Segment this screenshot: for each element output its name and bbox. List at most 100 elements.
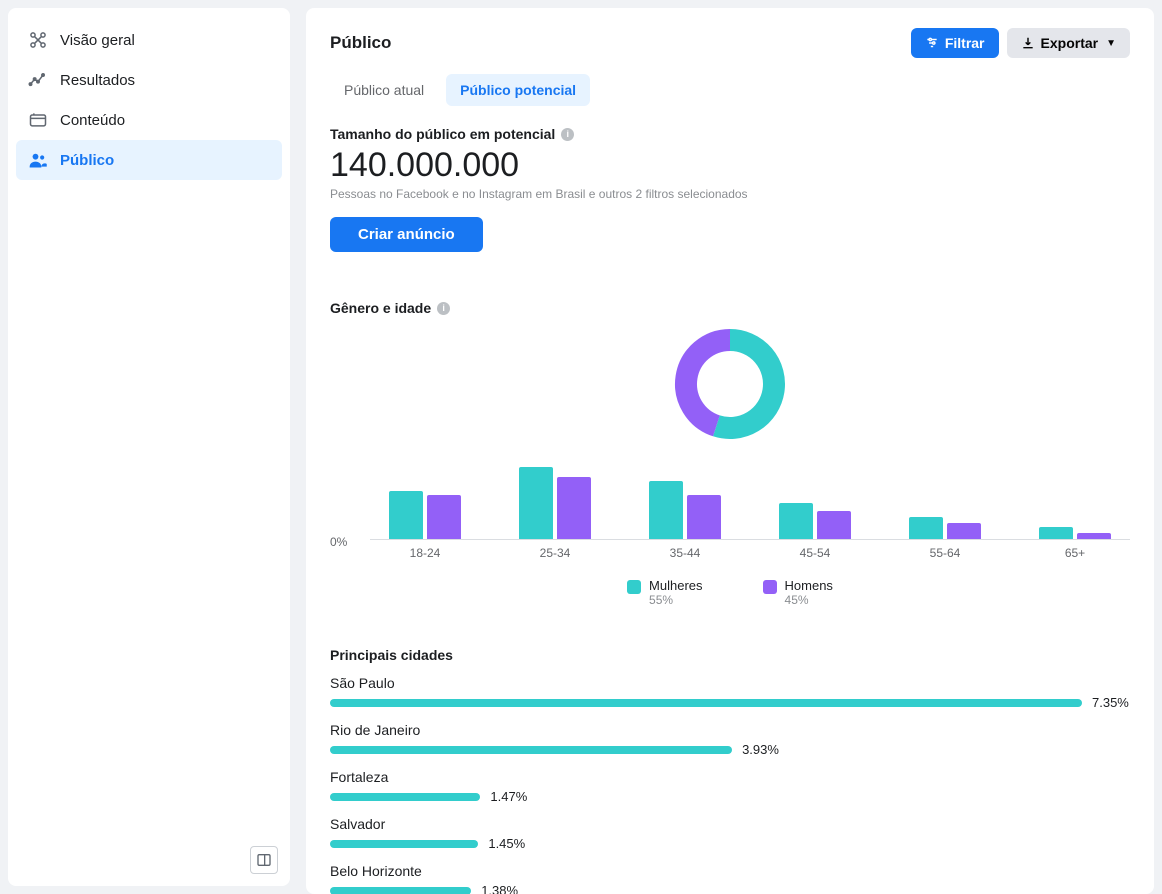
bar-group	[1030, 527, 1120, 539]
bar-group	[380, 491, 470, 539]
download-icon	[1021, 36, 1035, 50]
bar-category-label: 65+	[1030, 546, 1120, 560]
sidebar-item-results[interactable]: Resultados	[16, 60, 282, 100]
tab-0[interactable]: Público atual	[330, 74, 438, 106]
bar	[427, 495, 461, 539]
bar	[779, 503, 813, 539]
bar	[1077, 533, 1111, 539]
filter-button[interactable]: Filtrar	[911, 28, 999, 58]
gender-age-heading-text: Gênero e idade	[330, 300, 431, 316]
sidebar-item-content[interactable]: Conteúdo	[16, 100, 282, 140]
legend-swatch	[763, 580, 777, 594]
city-pct: 3.93%	[742, 742, 779, 757]
bar	[687, 495, 721, 539]
info-icon[interactable]: i	[437, 302, 450, 315]
sidebar: Visão geral Resultados Conteúdo Público	[8, 8, 290, 886]
potential-heading: Tamanho do público em potencial i	[330, 126, 1130, 142]
city-pct: 1.45%	[488, 836, 525, 851]
city-bar	[330, 887, 471, 894]
bar-category-label: 35-44	[640, 546, 730, 560]
export-button-label: Exportar	[1041, 35, 1099, 51]
export-button[interactable]: Exportar ▼	[1007, 28, 1130, 58]
cities-section: Principais cidades São Paulo 7.35% Rio d…	[330, 647, 1130, 894]
sidebar-item-label: Conteúdo	[60, 112, 125, 129]
potential-subtitle: Pessoas no Facebook e no Instagram em Br…	[330, 187, 1130, 201]
city-name: São Paulo	[330, 675, 1130, 691]
city-pct: 7.35%	[1092, 695, 1129, 710]
bar-group	[770, 503, 860, 539]
sidebar-item-label: Público	[60, 152, 114, 169]
city-row: São Paulo 7.35%	[330, 675, 1130, 710]
legend-sub: 45%	[785, 593, 833, 607]
potential-value: 140.000.000	[330, 146, 1130, 185]
city-name: Salvador	[330, 816, 1130, 832]
bar-chart: 0% 18-24 25-34 35-44 45-54 55-64 65+	[330, 460, 1130, 560]
info-icon[interactable]: i	[561, 128, 574, 141]
page-header: Público Filtrar Exportar ▼	[330, 28, 1130, 58]
bar	[519, 467, 553, 539]
gender-age-section: Gênero e idade i 0% 18-24 25-34 35-44 45-54…	[330, 300, 1130, 607]
bar-group	[640, 481, 730, 539]
city-row: Rio de Janeiro 3.93%	[330, 722, 1130, 757]
city-name: Rio de Janeiro	[330, 722, 1130, 738]
sidebar-item-label: Resultados	[60, 72, 135, 89]
city-bar	[330, 840, 478, 848]
legend-label: Homens	[785, 578, 833, 593]
tabs: Público atualPúblico potencial	[330, 74, 1130, 106]
bar	[557, 477, 591, 539]
city-bar	[330, 793, 480, 801]
tab-1[interactable]: Público potencial	[446, 74, 590, 106]
chevron-down-icon: ▼	[1106, 38, 1116, 49]
bar	[389, 491, 423, 539]
city-name: Belo Horizonte	[330, 863, 1130, 879]
overview-icon	[28, 30, 48, 50]
sidebar-item-overview[interactable]: Visão geral	[16, 20, 282, 60]
sidebar-item-audience[interactable]: Público	[16, 140, 282, 180]
donut-svg	[674, 328, 786, 440]
legend-sub: 55%	[649, 593, 702, 607]
bar-group	[510, 467, 600, 539]
legend-item: Mulheres 55%	[627, 578, 702, 607]
sidebar-item-label: Visão geral	[60, 32, 135, 49]
bar	[1039, 527, 1073, 539]
bar	[649, 481, 683, 539]
city-row: Belo Horizonte 1.38%	[330, 863, 1130, 894]
audience-icon	[28, 150, 48, 170]
legend-label: Mulheres	[649, 578, 702, 593]
donut-chart	[330, 328, 1130, 440]
city-bar	[330, 746, 732, 754]
bar-category-label: 18-24	[380, 546, 470, 560]
content-icon	[28, 110, 48, 130]
header-actions: Filtrar Exportar ▼	[911, 28, 1130, 58]
potential-heading-text: Tamanho do público em potencial	[330, 126, 555, 142]
city-pct: 1.38%	[481, 883, 518, 894]
bar-group	[900, 517, 990, 539]
main-panel: Público Filtrar Exportar ▼ Público atual…	[306, 8, 1154, 894]
city-pct: 1.47%	[490, 789, 527, 804]
page-title: Público	[330, 33, 391, 53]
legend-swatch	[627, 580, 641, 594]
bar	[947, 523, 981, 539]
bar	[909, 517, 943, 539]
bar	[817, 511, 851, 539]
bar-category-label: 55-64	[900, 546, 990, 560]
city-name: Fortaleza	[330, 769, 1130, 785]
city-row: Fortaleza 1.47%	[330, 769, 1130, 804]
cities-heading-text: Principais cidades	[330, 647, 453, 663]
cities-heading: Principais cidades	[330, 647, 1130, 663]
potential-section: Tamanho do público em potencial i 140.00…	[330, 126, 1130, 252]
sidebar-collapse-button[interactable]	[250, 846, 278, 874]
filter-icon	[925, 36, 939, 50]
city-bar	[330, 699, 1082, 707]
bar-category-label: 45-54	[770, 546, 860, 560]
results-icon	[28, 70, 48, 90]
gender-age-heading: Gênero e idade i	[330, 300, 1130, 316]
create-ad-button[interactable]: Criar anúncio	[330, 217, 483, 252]
filter-button-label: Filtrar	[945, 35, 985, 51]
y-axis-zero: 0%	[330, 535, 347, 549]
panel-collapse-icon	[256, 852, 272, 868]
chart-legend: Mulheres 55% Homens 45%	[330, 578, 1130, 607]
legend-item: Homens 45%	[763, 578, 833, 607]
city-row: Salvador 1.45%	[330, 816, 1130, 851]
bar-category-label: 25-34	[510, 546, 600, 560]
